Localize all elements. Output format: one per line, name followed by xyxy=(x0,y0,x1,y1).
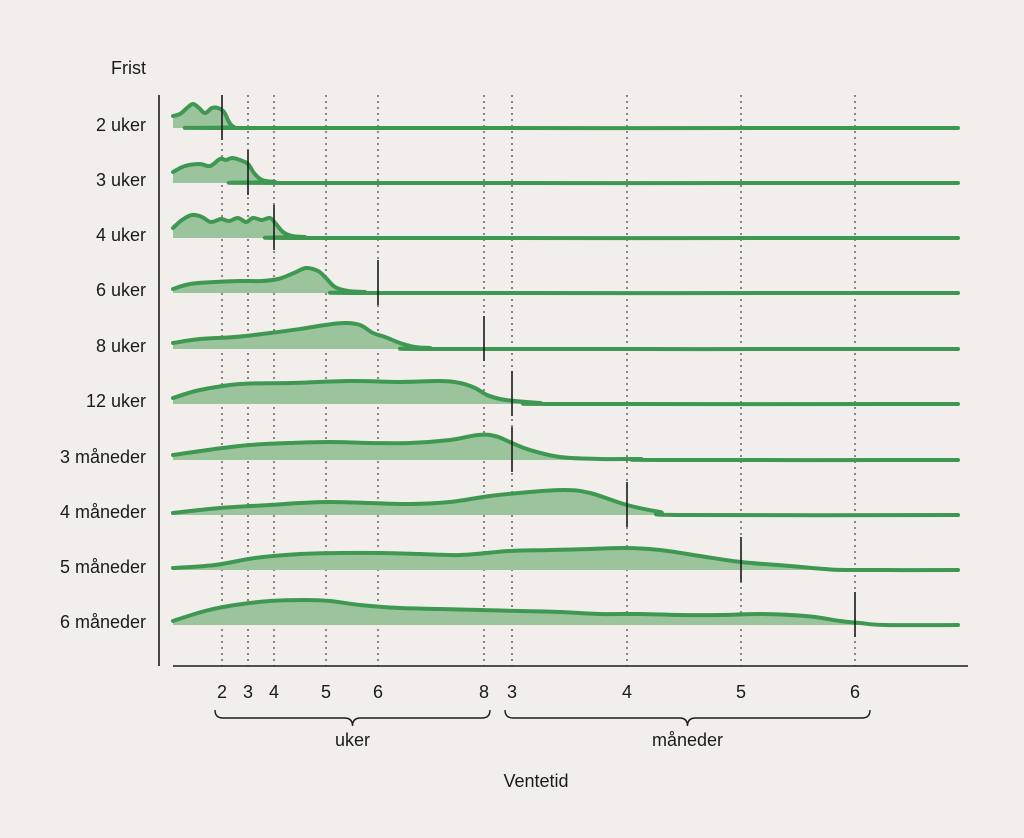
ridge-line xyxy=(171,545,960,573)
ridge-line xyxy=(171,265,960,296)
y-axis-title: Frist xyxy=(111,58,146,78)
row-label-12-uker: 12 uker xyxy=(86,391,146,411)
x-tick-3-uker: 3 xyxy=(243,682,253,702)
x-tick-3-maneder: 3 xyxy=(507,682,517,702)
ridge-12-uker xyxy=(171,371,960,416)
ridge-6-maneder xyxy=(171,592,960,637)
group-label-uker: uker xyxy=(335,730,370,750)
ridge-3-maneder xyxy=(171,427,960,472)
ridge-area xyxy=(173,434,958,461)
row-label-8-uker: 8 uker xyxy=(96,336,146,356)
x-tick-6-maneder: 6 xyxy=(850,682,860,702)
ridge-line xyxy=(171,378,960,407)
row-label-3-uker: 3 uker xyxy=(96,170,146,190)
x-axis-title: Ventetid xyxy=(503,771,568,791)
ridge-line xyxy=(171,156,960,186)
ridge-area xyxy=(173,489,958,516)
row-labels: 2 uker 3 uker 4 uker 6 uker 8 uker 12 uker 3 m… xyxy=(60,115,146,632)
row-label-5-maneder: 5 måneder xyxy=(60,557,146,577)
ridge-6-uker xyxy=(171,260,960,305)
ridge-4-maneder xyxy=(171,482,960,527)
x-tick-2-uker: 2 xyxy=(217,682,227,702)
ridge-3-uker xyxy=(171,150,960,195)
ridge-5-maneder xyxy=(171,537,960,582)
x-tick-5-maneder: 5 xyxy=(736,682,746,702)
ridge-line xyxy=(171,321,960,352)
x-tick-5-uker: 5 xyxy=(321,682,331,702)
ridge-area xyxy=(173,104,958,129)
x-tick-4-maneder: 4 xyxy=(622,682,632,702)
ridge-line xyxy=(171,212,960,241)
x-tick-8-uker: 8 xyxy=(479,682,489,702)
ridge-area xyxy=(173,323,958,350)
row-label-4-uker: 4 uker xyxy=(96,225,146,245)
ridge-area xyxy=(173,214,958,239)
row-label-4-maneder: 4 måneder xyxy=(60,502,146,522)
ridge-area xyxy=(173,158,958,184)
ridge-line xyxy=(171,598,960,628)
row-label-6-uker: 6 uker xyxy=(96,280,146,300)
x-group-braces: uker måneder xyxy=(214,709,871,750)
x-tick-4-uker: 4 xyxy=(269,682,279,702)
row-label-6-maneder: 6 måneder xyxy=(60,612,146,632)
ridge-2-uker xyxy=(171,95,960,140)
brace-uker xyxy=(214,709,491,727)
row-label-3-maneder: 3 måneder xyxy=(60,447,146,467)
ridge-4-uker xyxy=(171,205,960,250)
ridge-8-uker xyxy=(171,316,960,361)
ridge-area xyxy=(173,267,958,294)
x-tick-6-uker: 6 xyxy=(373,682,383,702)
ridge-line xyxy=(171,487,960,518)
ridge-area xyxy=(173,380,958,405)
ridges xyxy=(171,95,960,637)
ridge-line xyxy=(171,432,960,463)
row-label-2-uker: 2 uker xyxy=(96,115,146,135)
group-label-maneder: måneder xyxy=(652,730,723,750)
brace-maneder xyxy=(504,709,871,727)
ridge-line xyxy=(171,102,960,131)
